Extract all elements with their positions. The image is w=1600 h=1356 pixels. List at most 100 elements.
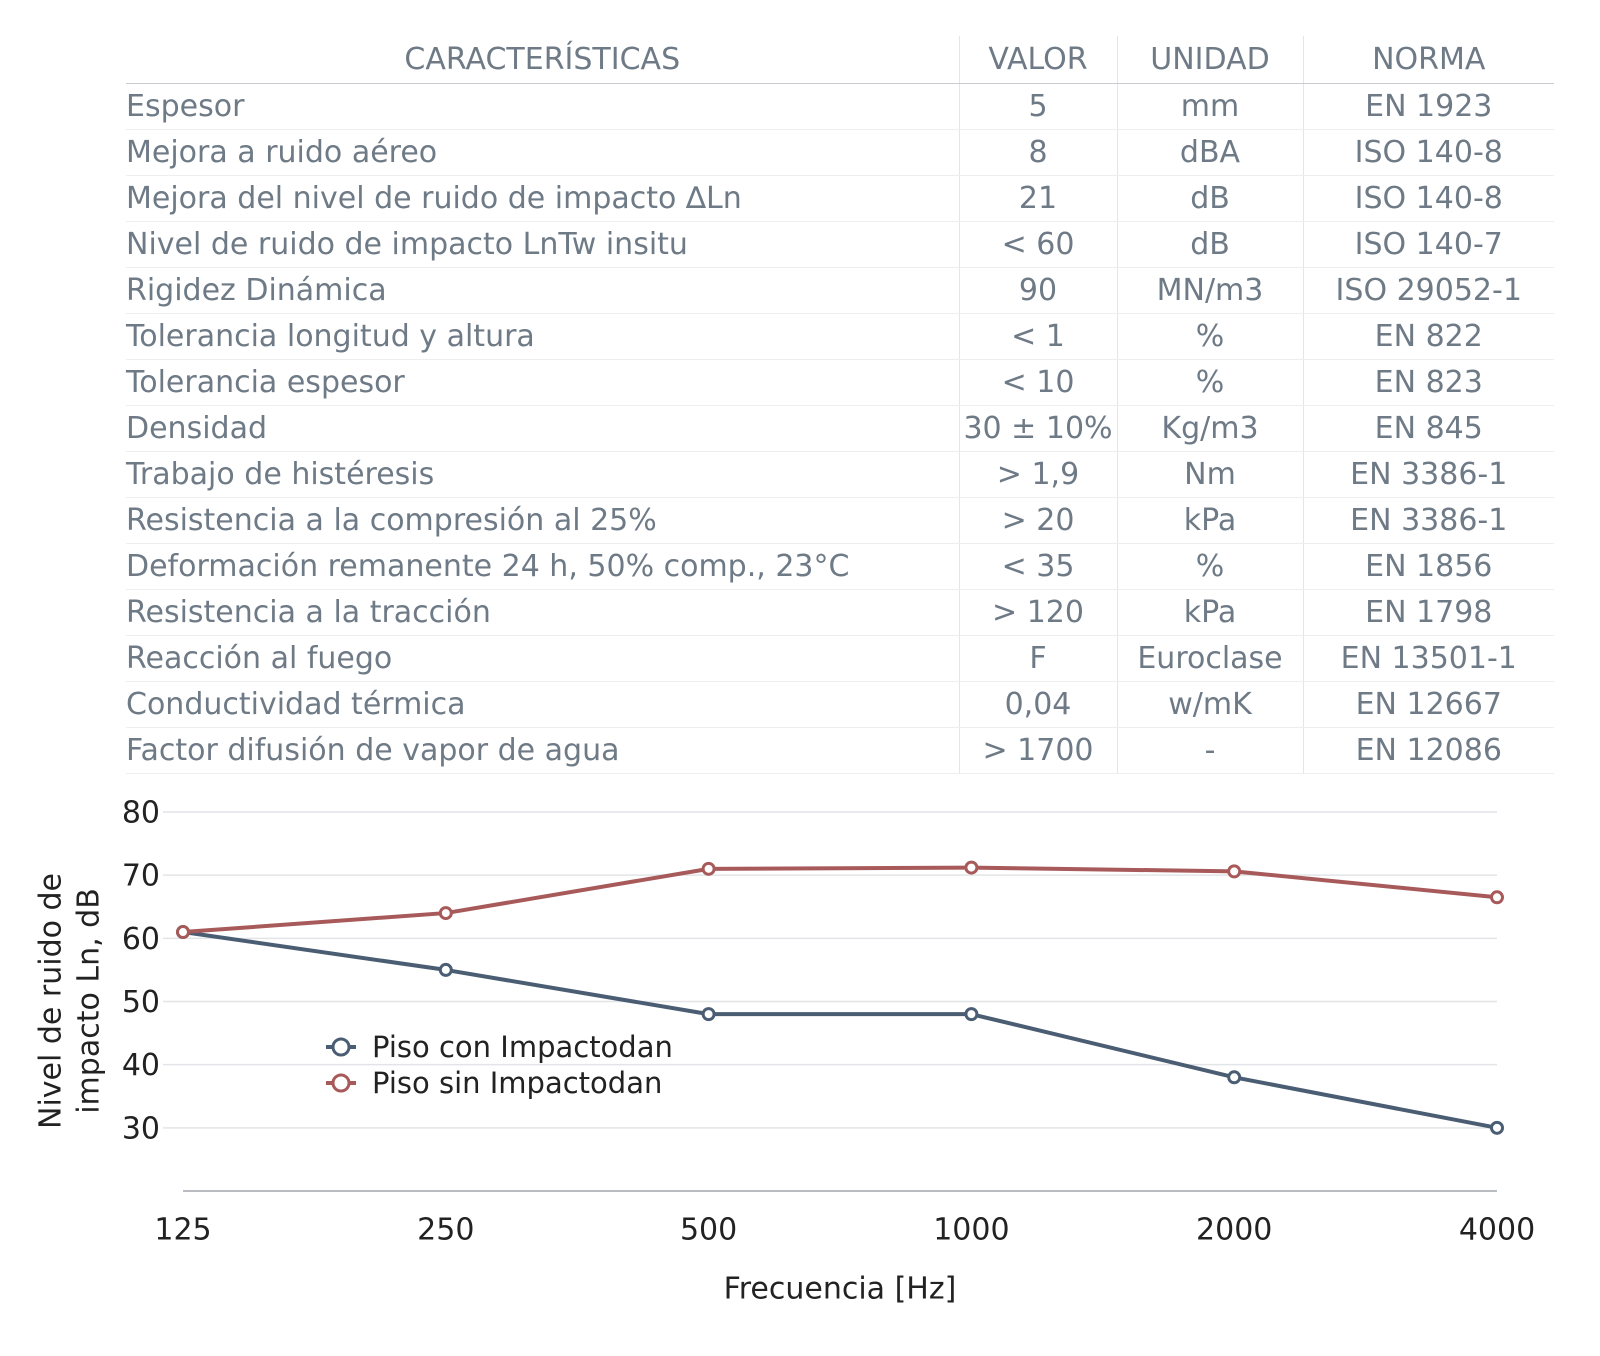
char-cell: Deformación remanente 24 h, 50% comp., 2… [126,543,959,590]
char-cell: Resistencia a la tracción [126,589,959,636]
char-cell: Factor difusión de vapor de agua [126,727,959,774]
table-row: Rigidez Dinámica 90 MN/m3 ISO 29052-1 [126,267,1554,314]
valor-cell: 5 [958,83,1117,130]
table-row: Factor difusión de vapor de agua > 1700- E… [126,727,1554,774]
unidad-cell: % [1116,313,1303,360]
char-cell: Tolerancia espesor [126,359,959,406]
unidad-cell: Nm [1116,451,1303,498]
unidad-cell: % [1116,359,1303,406]
valor-cell: 8 [958,129,1117,176]
norma-cell: ISO 140-8 [1302,175,1554,222]
norma-cell: EN 1798 [1302,589,1554,636]
series-layer [176,860,1504,1135]
x-tick-label: 500 [680,1213,737,1248]
data-point [701,861,716,876]
valor-cell: 30 ± 10% [958,405,1117,452]
norma-cell: ISO 140-8 [1302,129,1554,176]
table-row: Conductividad térmica 0,04 w/mK EN 12667 [126,681,1554,728]
table-row: Mejora a ruido aéreo 8 dBA ISO 140-8 [126,129,1554,176]
char-cell: Mejora a ruido aéreo [126,129,959,176]
x-tick-label: 2000 [1196,1213,1272,1248]
table-body: Espesor 5 mm EN 1923 Mejora a ruido aéreo 8 dB… [126,83,1554,774]
valor-cell: 90 [958,267,1117,314]
series-sin-impactodan [176,860,1504,940]
unidad-cell: Kg/m3 [1116,405,1303,452]
table-row: Mejora del nivel de ruido de impacto ∆Ln… [126,175,1554,222]
valor-cell: F [958,635,1117,682]
char-cell: Nivel de ruido de impacto LnTw insitu [126,221,959,268]
norma-cell: EN 1856 [1302,543,1554,590]
data-point [1227,1070,1242,1085]
char-cell: Conductividad térmica [126,681,959,728]
valor-cell: < 35 [958,543,1117,590]
norma-cell: EN 12667 [1302,681,1554,728]
series-line [182,930,1498,1130]
unidad-cell: dBA [1116,129,1303,176]
x-tick-label: 1000 [933,1213,1009,1248]
data-point [1490,890,1504,905]
x-tick-label: 125 [154,1213,211,1248]
y-tick-label: 60 [122,922,160,957]
char-cell: Tolerancia longitud y altura [126,313,959,360]
data-point [1227,864,1242,879]
data-point [438,962,453,977]
impact-noise-line-chart: 80 70 60 50 40 30 125 250 500 1000 2000 4000 Nivel… [34,796,1536,1307]
unidad-cell: - [1116,727,1303,774]
y-axis-ticks: 80 70 60 50 40 30 [122,796,160,1147]
data-point [176,925,190,940]
char-cell: Espesor [126,83,959,130]
char-cell: Densidad [126,405,959,452]
valor-cell: > 1,9 [958,451,1117,498]
unidad-cell: MN/m3 [1116,267,1303,314]
norma-cell: EN 13501-1 [1302,635,1554,682]
valor-cell: 0,04 [958,681,1117,728]
legend-label: Piso con Impactodan [372,1030,673,1064]
table-row: Tolerancia espesor < 10% EN 823 [126,359,1554,406]
y-tick-label: 40 [122,1048,160,1083]
unidad-cell: w/mK [1116,681,1303,728]
y-axis-label-line-2: impacto Ln, dB [72,888,107,1114]
header-unidad: UNIDAD [1116,36,1303,84]
y-tick-label: 80 [122,796,160,831]
unidad-cell: Euroclase [1116,635,1303,682]
norma-cell: EN 822 [1302,313,1554,360]
norma-cell: EN 845 [1302,405,1554,452]
valor-cell: < 1 [958,313,1117,360]
norma-cell: EN 3386-1 [1302,451,1554,498]
unidad-cell: kPa [1116,497,1303,544]
norma-cell: EN 823 [1302,359,1554,406]
series-con-impactodan [176,925,1504,1135]
table-row: Trabajo de histéresis > 1,9 Nm EN 3386-1 [126,451,1554,498]
x-tick-label: 250 [417,1213,474,1248]
table-row: Tolerancia longitud y altura < 1% EN 822 [126,313,1554,360]
table-row: Deformación remanente 24 h, 50% comp., 2… [126,543,1554,590]
data-point [1490,1120,1504,1135]
valor-cell: < 10 [958,359,1117,406]
data-point [438,906,453,921]
norma-cell: EN 3386-1 [1302,497,1554,544]
unidad-cell: mm [1116,83,1303,130]
table-row: Reacción al fuego F Euroclase EN 13501-1 [126,635,1554,682]
char-cell: Resistencia a la compresión al 25% [126,497,959,544]
series-line [182,865,1498,935]
unidad-cell: kPa [1116,589,1303,636]
table-row: Resistencia a la compresión al 25% > 20 kP… [126,497,1554,544]
table-row: Densidad 30 ± 10% Kg/m3 EN 845 [126,405,1554,452]
unidad-cell: dB [1116,175,1303,222]
table-row: Espesor 5 mm EN 1923 [126,83,1554,130]
char-cell: Rigidez Dinámica [126,267,959,314]
norma-cell: EN 12086 [1302,727,1554,774]
header-norma: NORMA [1302,36,1554,84]
y-axis-label-line-1: Nivel de ruido de [34,873,69,1129]
header-caracteristicas: CARACTERÍSTICAS [126,36,959,84]
properties-table: CARACTERÍSTICAS VALOR UNIDAD NORMA Espes… [126,36,1554,774]
valor-cell: > 120 [958,589,1117,636]
char-cell: Trabajo de histéresis [126,451,959,498]
valor-cell: > 1700 [958,727,1117,774]
x-axis-ticks: 125 250 500 1000 2000 4000 [154,1213,1535,1248]
y-tick-label: 50 [122,985,160,1020]
valor-cell: 21 [958,175,1117,222]
norma-cell: ISO 29052-1 [1302,267,1554,314]
grid-lines [163,811,1497,1129]
